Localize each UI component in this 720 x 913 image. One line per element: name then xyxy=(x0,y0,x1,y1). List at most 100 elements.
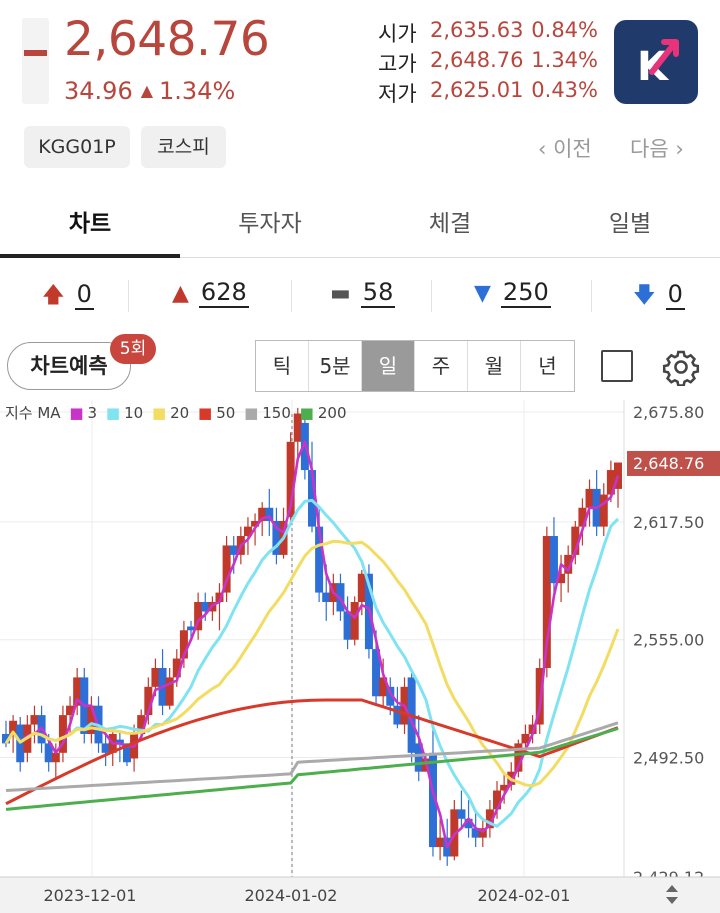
high-label: 고가 xyxy=(378,52,417,76)
tab-daily[interactable]: 일별 xyxy=(608,211,652,237)
candle xyxy=(58,715,67,753)
candle xyxy=(542,536,551,668)
candle xyxy=(101,743,110,753)
y-tick-label: 2,555.00 xyxy=(633,631,704,650)
candle xyxy=(137,715,146,734)
candle xyxy=(372,649,381,697)
candle xyxy=(464,818,473,829)
candle xyxy=(293,413,302,442)
period-day[interactable]: 일 xyxy=(362,341,415,391)
tab-chart[interactable]: 차트 xyxy=(68,211,112,237)
candle xyxy=(201,602,210,612)
open-label: 시가 xyxy=(378,22,417,46)
lower-limit-count: 🡇 0 xyxy=(633,278,685,316)
ma150-line xyxy=(5,721,619,792)
ma200-line xyxy=(5,727,619,811)
low-value: 2,625.01 xyxy=(430,78,524,102)
candle xyxy=(436,837,445,848)
tab-investor[interactable]: 투자자 xyxy=(238,211,302,237)
up-triangle-icon: ▲ xyxy=(172,281,189,306)
ma3-line xyxy=(4,440,620,849)
candle xyxy=(251,520,260,527)
ma200-swatch: ■ xyxy=(299,404,314,422)
candlestick-chart[interactable]: 2,675.802,617.502,555.002,492.502,429.12… xyxy=(0,400,720,913)
period-tick[interactable]: 틱 xyxy=(256,341,309,391)
candle xyxy=(73,677,82,706)
predict-count-badge: 5회 xyxy=(110,334,156,364)
candle xyxy=(51,752,60,763)
advance-decline-bar: 🡅 0 ▲ 628 ▬ 58 ▼ 250 🡇 0 xyxy=(0,272,720,320)
price-change: 34.96 ▲ 1.34% xyxy=(64,77,235,105)
ma-legend: 지수 MA ■ 3 ■ 10 ■ 20 ■ 50 ■ 150 ■ 200 xyxy=(5,402,351,423)
fullscreen-icon[interactable] xyxy=(601,350,633,382)
y-tick-label: 2,617.50 xyxy=(633,513,704,532)
ma10-line xyxy=(4,498,620,828)
current-price: 2,648.76 xyxy=(64,12,270,67)
x-tick-label: 2024-01-02 xyxy=(245,886,338,905)
tab-trades[interactable]: 체결 xyxy=(428,211,472,237)
candle xyxy=(535,667,544,725)
candle xyxy=(258,507,267,521)
divider xyxy=(431,280,432,312)
candle xyxy=(322,592,331,603)
period-week[interactable]: 주 xyxy=(415,341,468,391)
prev-button[interactable]: ‹ 이전 xyxy=(538,137,592,161)
candle xyxy=(122,743,131,763)
ma10-swatch: ■ xyxy=(105,404,121,422)
high-percent: 1.34% xyxy=(531,48,598,72)
down-triangle-icon: ▼ xyxy=(474,281,491,306)
next-button[interactable]: 다음 › xyxy=(630,137,684,161)
candle xyxy=(151,667,160,687)
x-axis-band xyxy=(0,877,720,913)
candle xyxy=(144,686,153,716)
ma150-label: 150 xyxy=(262,404,291,422)
candle xyxy=(500,784,509,791)
candle xyxy=(286,441,295,518)
market-chip[interactable]: 코스피 xyxy=(141,126,226,168)
high-value: 2,648.76 xyxy=(430,48,524,72)
open-value: 2,635.63 xyxy=(430,18,524,42)
period-selector: 틱 5분 일 주 월 년 xyxy=(255,340,575,392)
candle xyxy=(9,720,18,734)
period-year[interactable]: 년 xyxy=(538,354,557,378)
candle xyxy=(557,573,566,584)
change-amount: 34.96 xyxy=(64,77,133,105)
ma200-label: 200 xyxy=(317,404,347,422)
period-5min[interactable]: 5분 xyxy=(309,341,362,391)
candle xyxy=(379,677,388,697)
period-month[interactable]: 월 xyxy=(468,341,521,391)
active-tab-indicator xyxy=(0,254,180,258)
candle xyxy=(414,743,423,772)
candle xyxy=(272,520,281,555)
candle xyxy=(514,743,523,772)
candle xyxy=(115,739,124,744)
candle xyxy=(87,705,96,734)
current-price-label: 2,648.76 xyxy=(633,454,704,473)
candle xyxy=(585,488,594,508)
candle xyxy=(457,809,466,819)
index-code-chip[interactable]: KGG01P xyxy=(24,126,130,168)
candle xyxy=(194,602,203,631)
candle xyxy=(2,733,10,744)
candle xyxy=(521,733,530,744)
candle xyxy=(549,536,558,584)
upper-limit-count: 🡅 0 xyxy=(42,278,94,316)
candle xyxy=(165,677,174,706)
candle xyxy=(215,592,224,603)
side-panel-handle[interactable] xyxy=(22,18,49,104)
high-row: 고가 2,648.76 1.34% xyxy=(378,48,608,78)
ma-legend-prefix: 지수 MA xyxy=(5,404,61,422)
candle xyxy=(478,828,487,838)
candle xyxy=(179,630,188,659)
tab-bar: 차트 투자자 체결 일별 xyxy=(0,188,720,258)
candle xyxy=(386,686,395,706)
ma20-label: 20 xyxy=(170,404,190,422)
ma10-label: 10 xyxy=(124,404,144,422)
candle xyxy=(564,554,573,574)
low-row: 저가 2,625.01 0.43% xyxy=(378,78,608,108)
gear-icon[interactable] xyxy=(662,348,700,386)
x-tick-label: 2024-02-01 xyxy=(478,886,571,905)
app-logo-icon[interactable]: K xyxy=(614,20,698,104)
candle xyxy=(350,602,359,640)
y-tick-label: 2,675.80 xyxy=(633,403,704,422)
